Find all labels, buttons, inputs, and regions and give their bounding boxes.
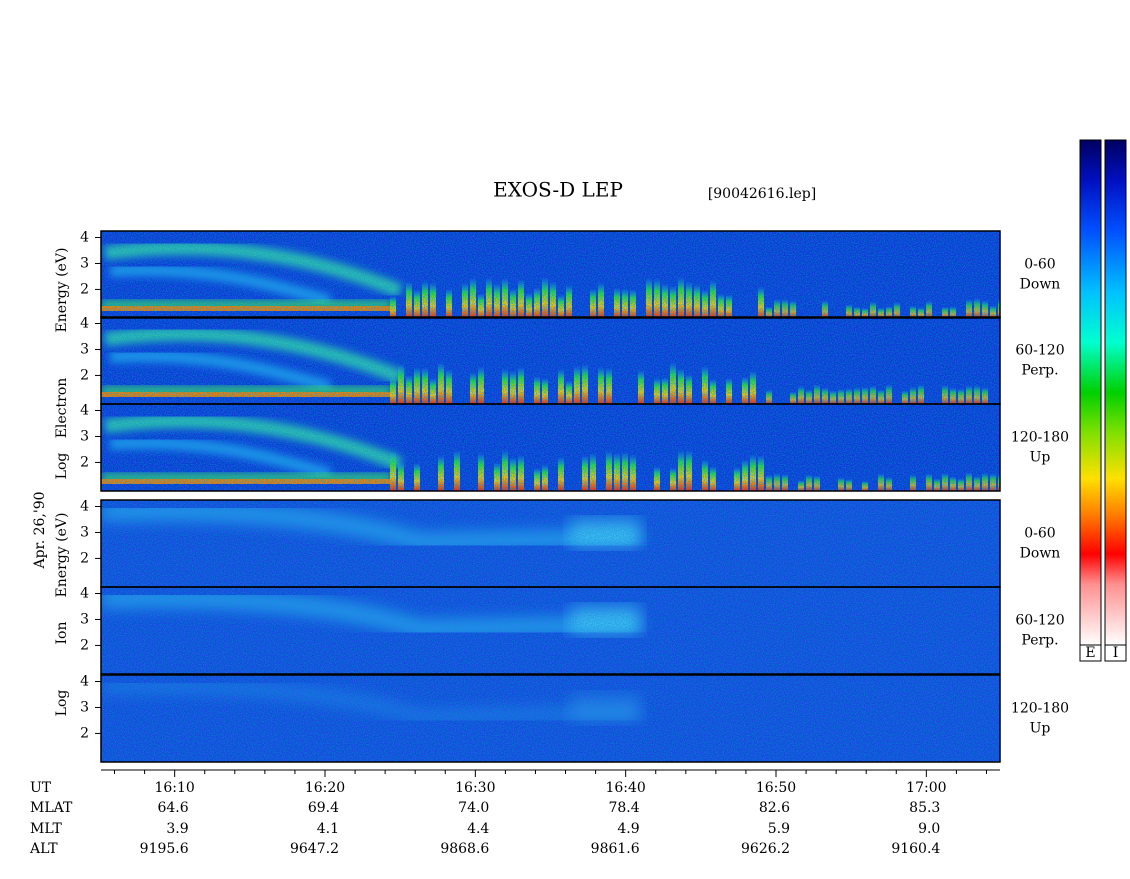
y-tick-label: 4	[80, 498, 89, 514]
y-axis-label: Log	[54, 453, 70, 480]
noise	[101, 404, 1000, 491]
colorbar	[1079, 139, 1102, 646]
ephemeris-value: 85.3	[909, 800, 940, 816]
ephemeris-value: 5.9	[768, 821, 790, 837]
colorbar-label: E	[1085, 645, 1095, 661]
ephemeris-value: 74.0	[458, 800, 489, 816]
noise	[101, 675, 1000, 762]
colorbar-label: I	[1113, 645, 1119, 661]
y-axis-label: Electron	[54, 378, 70, 439]
panel-direction: Down	[1020, 546, 1061, 562]
x-tick-label: 16:10	[154, 780, 194, 796]
y-axis-label: Log	[54, 690, 70, 717]
y-tick-label: 4	[80, 229, 89, 245]
y-axis-label: Ion	[54, 622, 70, 645]
noise	[101, 231, 1000, 318]
y-tick-label: 4	[80, 673, 89, 689]
y-tick-label: 4	[80, 402, 89, 418]
panel-frame	[100, 230, 1001, 319]
ephemeris-label: MLAT	[30, 800, 73, 816]
y-axis-label: Energy (eV)	[54, 513, 70, 598]
date-label: Apr. 26,'90	[32, 491, 48, 569]
ephemeris-value: 4.1	[317, 821, 339, 837]
ephemeris-value: 69.4	[308, 800, 339, 816]
y-tick-label: 3	[80, 699, 89, 715]
y-tick-label: 3	[80, 611, 89, 627]
noise	[101, 587, 1000, 674]
panel-direction: Down	[1020, 277, 1061, 293]
ephemeris-value: 9861.6	[591, 841, 640, 857]
colorbar-box	[1079, 644, 1102, 662]
colorbar-box	[1104, 644, 1127, 662]
y-axis-label: Energy (eV)	[54, 248, 70, 333]
panel-angle: 120-180	[1011, 701, 1069, 717]
panel-frame	[100, 586, 1001, 675]
panel-angle: 0-60	[1024, 257, 1055, 273]
y-tick-label: 2	[80, 367, 89, 383]
panel-direction: Perp.	[1021, 363, 1058, 379]
y-tick-label: 3	[80, 255, 89, 271]
panel-angle: 120-180	[1011, 430, 1069, 446]
panel-angle: 0-60	[1024, 526, 1055, 542]
x-tick-label: 16:30	[455, 780, 495, 796]
file-name: [90042616.lep]	[708, 186, 816, 202]
ephemeris-value: 82.6	[759, 800, 790, 816]
ephemeris-label: UT	[30, 780, 52, 796]
panel-frame	[100, 674, 1001, 763]
panel-angle: 60-120	[1015, 613, 1064, 629]
ephemeris-value: 9160.4	[891, 841, 940, 857]
x-tick-label: 16:40	[605, 780, 645, 796]
ephemeris-value: 4.4	[467, 821, 489, 837]
ephemeris-value: 9.0	[918, 821, 940, 837]
ephemeris-value: 9195.6	[140, 841, 189, 857]
x-tick-label: 16:20	[305, 780, 345, 796]
panel-angle: 60-120	[1015, 343, 1064, 359]
noise	[101, 500, 1000, 587]
panel-direction: Perp.	[1021, 633, 1058, 649]
panel-direction: Up	[1030, 450, 1051, 466]
noise	[101, 317, 1000, 404]
axes: 2 3 4 0-60 Down 2 3 4 60-120 Perp. 2 3 4 120-180 Up 2 3 4…	[29, 229, 1069, 857]
ephemeris-value: 9626.2	[741, 841, 790, 857]
colorbar	[1104, 139, 1127, 646]
spectrogram	[101, 231, 1000, 762]
x-tick-label: 16:50	[756, 780, 796, 796]
y-tick-label: 2	[80, 281, 89, 297]
ephemeris-label: MLT	[30, 821, 62, 837]
panel-frame	[100, 403, 1001, 492]
ephemeris-value: 3.9	[166, 821, 188, 837]
y-tick-label: 4	[80, 315, 89, 331]
ephemeris-value: 4.9	[617, 821, 639, 837]
ephemeris-value: 9868.6	[440, 841, 489, 857]
ephemeris-label: ALT	[29, 841, 58, 857]
title: EXOS-D LEP	[493, 178, 623, 202]
panel-direction: Up	[1030, 721, 1051, 737]
ephemeris-value: 64.6	[157, 800, 188, 816]
y-tick-label: 2	[80, 454, 89, 470]
y-tick-label: 4	[80, 585, 89, 601]
y-tick-label: 3	[80, 428, 89, 444]
x-tick-label: 17:00	[906, 780, 946, 796]
y-tick-label: 2	[80, 725, 89, 741]
ephemeris-value: 9647.2	[290, 841, 339, 857]
ephemeris-value: 78.4	[608, 800, 639, 816]
y-tick-label: 2	[80, 637, 89, 653]
y-tick-label: 3	[80, 341, 89, 357]
y-tick-label: 3	[80, 524, 89, 540]
y-tick-label: 2	[80, 550, 89, 566]
